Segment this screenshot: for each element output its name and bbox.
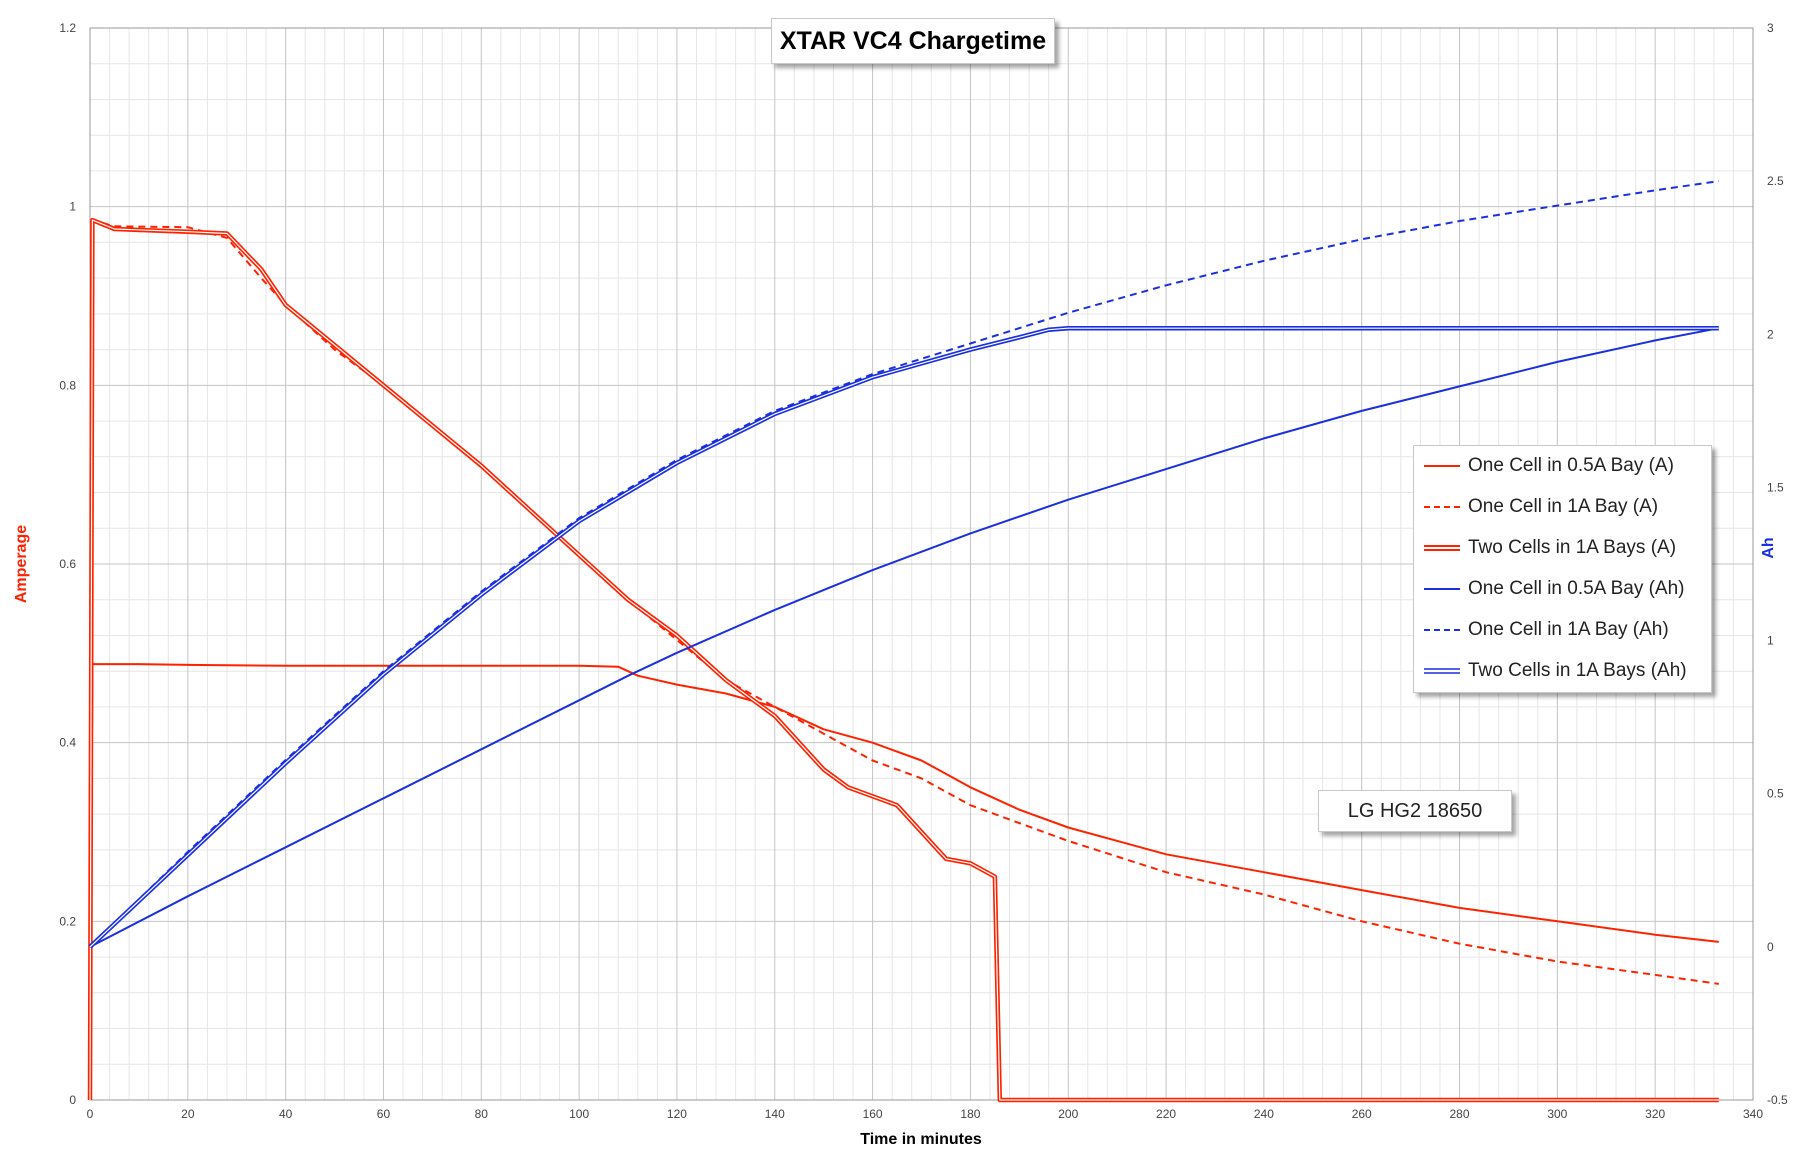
legend-swatch-0 [1424,465,1460,467]
legend-label-4: One Cell in 1A Bay (Ah) [1468,619,1669,640]
legend-label-3: One Cell in 0.5A Bay (Ah) [1468,578,1685,599]
legend-label-0: One Cell in 0.5A Bay (A) [1468,455,1674,476]
legend-swatch-3 [1424,588,1460,590]
x-tick-label: 180 [960,1107,980,1121]
series-line-2-inner [89,219,1719,1101]
x-tick-label: 40 [279,1107,293,1121]
legend-item-3: One Cell in 0.5A Bay (Ah) [1422,575,1685,603]
y-tick-label: 1.2 [59,21,76,35]
x-tick-label: 240 [1254,1107,1274,1121]
x-tick-label: 120 [667,1107,687,1121]
x-tick-label: 280 [1450,1107,1470,1121]
legend-swatch-2 [1424,545,1460,551]
legend-item-5: Two Cells in 1A Bays (Ah) [1422,657,1687,685]
legend-label-5: Two Cells in 1A Bays (Ah) [1468,660,1687,681]
y-tick-label: 0 [69,1093,76,1107]
x-axis-title: Time in minutes [860,1131,982,1148]
legend-swatch-5 [1424,668,1460,674]
series-line-4 [89,180,1719,948]
legend-item-1: One Cell in 1A Bay (A) [1422,493,1658,521]
series-line-5-inner [89,327,1719,948]
x-tick-label: 100 [569,1107,589,1121]
x-tick-label: 20 [181,1107,195,1121]
legend-label-2: Two Cells in 1A Bays (A) [1468,537,1677,558]
x-tick-label: 60 [377,1107,391,1121]
y2-tick-label: 3 [1767,21,1774,35]
y-axis-ticks: 0 0.2 0.4 0.6 0.8 1 1.2 [59,21,76,1107]
legend-swatch-1 [1424,506,1460,508]
series-layer [87,180,1719,1103]
series-line-3 [89,327,1719,948]
y-tick-label: 0.6 [59,557,76,571]
annotation-label: LG HG2 18650 [1318,790,1512,832]
legend-swatch-4 [1424,629,1460,631]
y2-tick-label: 1 [1767,634,1774,648]
y2-tick-label: 1.5 [1767,480,1784,494]
x-tick-label: 260 [1352,1107,1372,1121]
y-tick-label: 0.2 [59,914,76,928]
x-axis-ticks: 0 20 40 60 80 100 120 140 160 180 200 220 240 260 280 3… [87,1107,1764,1121]
y2-tick-label: 2 [1767,327,1774,341]
x-tick-label: 200 [1058,1107,1078,1121]
x-tick-label: 80 [475,1107,489,1121]
legend-item-0: One Cell in 0.5A Bay (A) [1422,452,1674,480]
y2-tick-label: 2.5 [1767,174,1784,188]
x-tick-label: 220 [1156,1107,1176,1121]
series-0 [89,663,1719,1101]
series-4 [89,180,1719,948]
x-tick-label: 300 [1547,1107,1567,1121]
y2-tick-label: 0 [1767,940,1774,954]
x-tick-label: 140 [765,1107,785,1121]
y2-tick-label: -0.5 [1767,1093,1788,1107]
y2-tick-label: 0.5 [1767,787,1784,801]
legend-item-4: One Cell in 1A Bay (Ah) [1422,616,1669,644]
legend-item-2: Two Cells in 1A Bays (A) [1422,534,1676,562]
x-tick-label: 340 [1743,1107,1763,1121]
chart-title: XTAR VC4 Chargetime [771,18,1055,64]
series-2 [87,217,1719,1103]
x-tick-label: 160 [863,1107,883,1121]
y-axis-title: Amperage [13,525,30,603]
x-tick-label: 320 [1645,1107,1665,1121]
y-tick-label: 0.4 [59,736,76,750]
y-tick-label: 1 [69,200,76,214]
x-tick-label: 0 [87,1107,94,1121]
series-5 [88,325,1719,949]
series-3 [89,327,1719,948]
series-line-0 [89,663,1719,1101]
y-tick-label: 0.8 [59,378,76,392]
legend-label-1: One Cell in 1A Bay (A) [1468,496,1659,517]
y2-axis-ticks: -0.5 0 0.5 1 1.5 2 2.5 3 [1767,21,1788,1107]
legend: One Cell in 0.5A Bay (A) One Cell in 1A … [1413,445,1712,693]
y2-axis-title: Ah [1760,537,1777,558]
